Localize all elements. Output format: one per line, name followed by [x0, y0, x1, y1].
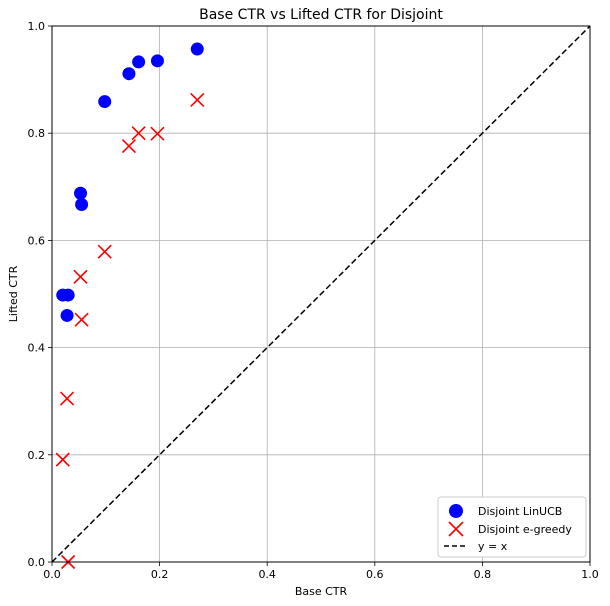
x-tick-label: 1.0: [581, 568, 599, 581]
point-linucb: [98, 95, 112, 109]
point-linucb: [190, 42, 204, 56]
point-linucb: [60, 308, 74, 322]
point-egreedy: [74, 312, 89, 327]
y-tick-label: 0.8: [28, 127, 46, 140]
x-tick-label: 0.6: [366, 568, 384, 581]
point-egreedy: [55, 452, 70, 467]
legend-label-linucb: Disjoint LinUCB: [478, 505, 562, 518]
legend-marker-egreedy: [448, 521, 464, 537]
legend: Disjoint LinUCB Disjoint e-greedy y = x: [437, 496, 587, 558]
legend-label-reference: y = x: [478, 540, 508, 553]
y-tick-label: 0.2: [28, 449, 46, 462]
legend-label-egreedy: Disjoint e-greedy: [478, 523, 572, 536]
x-tick-label: 0.8: [474, 568, 492, 581]
point-linucb: [132, 55, 146, 69]
legend-marker-linucb: [449, 504, 463, 518]
point-egreedy: [121, 138, 136, 154]
y-tick-label: 1.0: [28, 20, 46, 33]
reference-line: [51, 25, 591, 563]
x-tick-label: 0.0: [43, 568, 61, 581]
point-linucb: [74, 186, 88, 200]
x-tick-label: 0.2: [151, 568, 169, 581]
data-points: [55, 42, 205, 570]
point-linucb: [61, 288, 75, 302]
y-tick-label: 0.0: [28, 556, 46, 569]
point-linucb: [122, 67, 136, 81]
y-tick-label: 0.6: [28, 234, 46, 247]
x-tick-label: 0.4: [258, 568, 276, 581]
point-egreedy: [150, 126, 165, 141]
y-axis-ticks: 0.0 0.2 0.4 0.6 0.8 1.0: [28, 20, 52, 569]
reference-line-y-equals-x: [51, 25, 591, 563]
point-egreedy: [97, 244, 112, 259]
x-axis-label: Base CTR: [295, 585, 348, 598]
chart-title: Base CTR vs Lifted CTR for Disjoint: [199, 7, 443, 23]
point-linucb: [150, 54, 164, 68]
plot-frame: [51, 25, 591, 563]
point-egreedy: [131, 126, 146, 141]
point-egreedy: [59, 391, 75, 406]
y-tick-label: 0.4: [28, 342, 46, 355]
point-linucb: [75, 197, 89, 211]
point-egreedy: [190, 92, 205, 108]
point-egreedy: [73, 269, 88, 284]
x-axis-ticks: 0.0 0.2 0.4 0.6 0.8 1.0: [43, 562, 599, 581]
y-axis-label: Lifted CTR: [7, 265, 20, 322]
legend-box: [437, 496, 587, 558]
